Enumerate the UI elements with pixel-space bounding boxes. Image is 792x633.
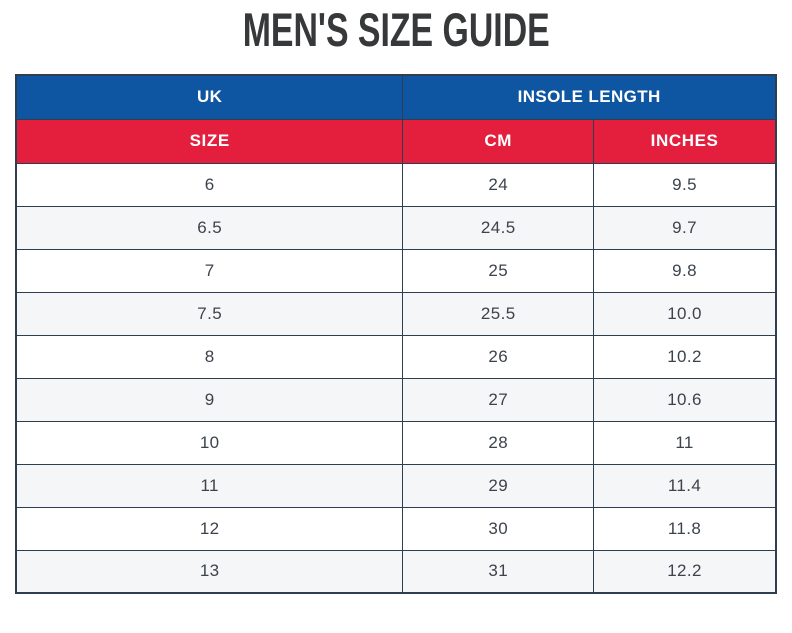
header-cell-size: SIZE [15,118,404,164]
header-cell-uk: UK [15,74,404,120]
table-row: 12 30 11.8 [15,506,777,551]
cell-inches: 11.4 [593,463,777,508]
cell-uk-size: 9 [15,377,404,422]
cell-inches: 10.6 [593,377,777,422]
table-row: 6 24 9.5 [15,162,777,207]
cell-cm: 25 [402,248,595,293]
cell-inches: 11.8 [593,506,777,551]
cell-cm: 24.5 [402,205,595,250]
cell-inches: 10.0 [593,291,777,336]
cell-uk-size: 10 [15,420,404,465]
header-row-top: UK INSOLE LENGTH [15,74,777,120]
table-row: 8 26 10.2 [15,334,777,379]
cell-cm: 28 [402,420,595,465]
cell-inches: 12.2 [593,549,777,594]
cell-inches: 9.8 [593,248,777,293]
size-guide-table: UK INSOLE LENGTH SIZE CM INCHES 6 24 9.5… [15,74,777,594]
cell-uk-size: 12 [15,506,404,551]
cell-inches: 11 [593,420,777,465]
cell-cm: 25.5 [402,291,595,336]
cell-uk-size: 7.5 [15,291,404,336]
cell-uk-size: 6 [15,162,404,207]
table-row: 7 25 9.8 [15,248,777,293]
cell-uk-size: 13 [15,549,404,594]
cell-uk-size: 8 [15,334,404,379]
cell-uk-size: 7 [15,248,404,293]
table-row: 13 31 12.2 [15,549,777,594]
cell-uk-size: 11 [15,463,404,508]
cell-cm: 29 [402,463,595,508]
page-title: MEN'S SIZE GUIDE [242,3,550,56]
table-row: 11 29 11.4 [15,463,777,508]
cell-inches: 9.5 [593,162,777,207]
cell-inches: 9.7 [593,205,777,250]
cell-cm: 26 [402,334,595,379]
header-cell-insole-length: INSOLE LENGTH [402,74,777,120]
cell-inches: 10.2 [593,334,777,379]
cell-cm: 24 [402,162,595,207]
cell-cm: 31 [402,549,595,594]
table-row: 9 27 10.6 [15,377,777,422]
cell-uk-size: 6.5 [15,205,404,250]
table-row: 6.5 24.5 9.7 [15,205,777,250]
table-row: 10 28 11 [15,420,777,465]
table-row: 7.5 25.5 10.0 [15,291,777,336]
page-header: MEN'S SIZE GUIDE [0,0,792,74]
cell-cm: 27 [402,377,595,422]
header-cell-inches: INCHES [593,118,777,164]
cell-cm: 30 [402,506,595,551]
header-cell-cm: CM [402,118,595,164]
header-row-sub: SIZE CM INCHES [15,118,777,164]
